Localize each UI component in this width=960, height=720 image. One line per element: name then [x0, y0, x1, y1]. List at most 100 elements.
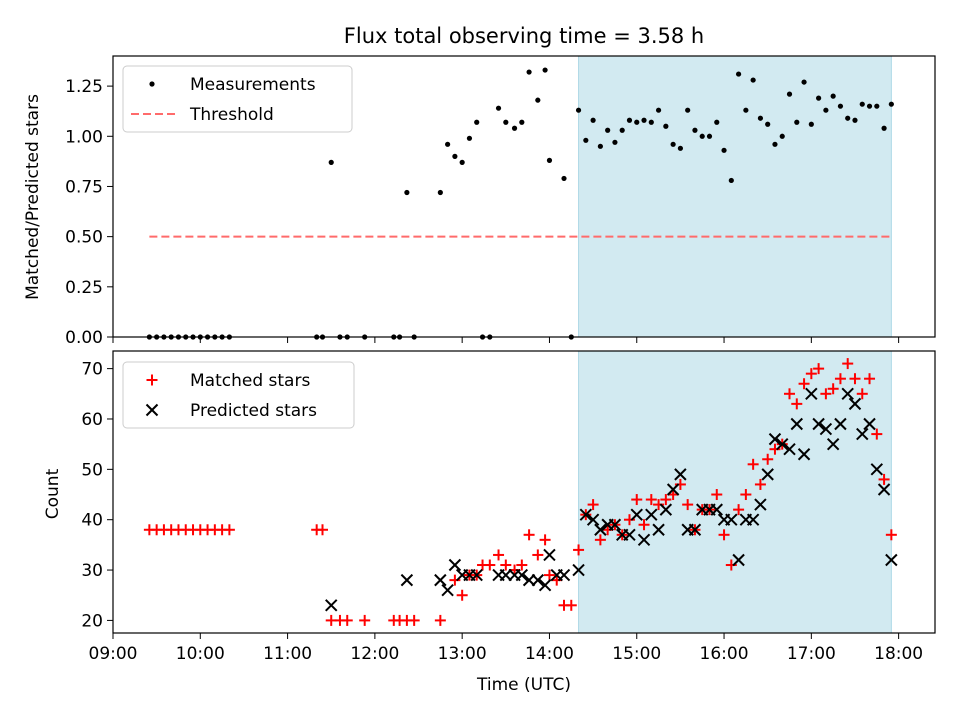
predicted-point-26: [630, 508, 643, 521]
predicted-point-18: [572, 563, 585, 577]
observing-span-shade-bottom: [578, 350, 892, 634]
predicted-point-47-b: [783, 442, 796, 456]
measurement-point-49: [641, 117, 647, 123]
predicted-point-2: [434, 573, 447, 587]
matched-point-42: [587, 499, 599, 511]
predicted-point-49: [797, 448, 811, 461]
matched-point-28: [484, 559, 496, 571]
matched-point-32: [516, 559, 528, 571]
matched-point-63: [740, 489, 752, 501]
matched-point-50: [645, 494, 657, 506]
matched-point-74: [820, 388, 832, 400]
measurement-point-72: [808, 121, 814, 127]
predicted-point-54-b: [834, 417, 847, 431]
y-tick-label-0: 0.00: [65, 328, 103, 348]
predicted-point-58-b: [863, 417, 876, 431]
predicted-point-56: [848, 397, 862, 411]
predicted-point-1: [400, 573, 414, 587]
measurement-point-48: [634, 119, 640, 125]
predicted-point-52-b: [819, 422, 833, 436]
matched-point-80: [864, 373, 876, 385]
predicted-point-25: [623, 528, 636, 542]
predicted-point-18-b: [572, 563, 585, 577]
bottom-legend: Matched stars Predicted stars: [122, 361, 355, 429]
matched-point-21: [408, 614, 420, 626]
bottom-y-axis-label: Count: [43, 468, 63, 519]
bottom-panel: 20 30 40 50 60 70 09:00 10:00 11:00 12:00 13:00 14…: [43, 350, 936, 695]
predicted-point-14-b: [538, 578, 552, 592]
predicted-point-3-b: [441, 583, 454, 597]
legend-x-glyph-b: [145, 403, 159, 417]
matched-point-71: [798, 378, 810, 390]
predicted-point-7: [470, 568, 483, 582]
matched-point-62: [733, 504, 745, 516]
predicted-point-34-b: [688, 523, 702, 536]
predicted-point-51-b: [812, 417, 825, 431]
legend-predicted-marker: [145, 403, 159, 417]
x-tick-label-7: 16:00: [700, 644, 749, 664]
predicted-point-17: [557, 568, 571, 582]
x-tick-label-0: 09:00: [89, 644, 138, 664]
predicted-point-25-b: [623, 528, 636, 542]
predicted-point-48-b: [790, 417, 803, 431]
predicted-point-44: [761, 468, 774, 481]
top-panel: Flux total observing time = 3.58 h 0.00 0…: [23, 24, 936, 348]
measurement-point-80: [866, 103, 873, 109]
measurement-point-46: [619, 127, 625, 133]
matched-point-29: [493, 549, 505, 561]
predicted-point-30: [659, 503, 673, 516]
predicted-point-40: [732, 553, 745, 567]
measurement-point-33: [519, 119, 525, 125]
matched-point-60: [718, 529, 730, 541]
measurement-point-77: [845, 115, 851, 121]
predicted-point-61-b: [885, 553, 898, 567]
predicted-point-42: [746, 513, 760, 526]
predicted-point-29: [652, 523, 665, 536]
predicted-point-45-b: [768, 432, 782, 446]
predicted-point-4-b: [448, 558, 462, 572]
predicted-point-60: [877, 483, 891, 496]
matched-point-16: [341, 614, 353, 626]
y-tick-label-2: 0.50: [65, 228, 103, 248]
y-tick-label-1: 0.25: [65, 278, 103, 298]
measurement-point-76: [837, 103, 844, 109]
measurement-point-50: [648, 119, 654, 125]
legend-plus-glyph: [146, 374, 158, 386]
measurement-point-14: [328, 159, 334, 165]
measurement-point-25: [459, 159, 465, 165]
matched-point-35: [539, 534, 551, 546]
x-tick-label-6: 15:00: [612, 644, 661, 664]
matched-point-72: [805, 368, 817, 380]
matched-point-34: [532, 549, 544, 561]
matched-point-73: [813, 363, 825, 375]
measurement-point-24: [452, 153, 458, 159]
predicted-stars-series: [325, 387, 898, 612]
predicted-point-57-b: [856, 427, 869, 441]
measurement-point-32: [511, 125, 518, 131]
measurement-point-71: [801, 79, 807, 85]
matched-point-47: [623, 514, 635, 526]
predicted-point-53-b: [826, 437, 840, 451]
matched-point-52: [660, 494, 672, 506]
predicted-point-0: [325, 599, 338, 612]
measurement-point-59: [714, 119, 720, 125]
matched-point-76: [834, 373, 846, 385]
matched-point-77: [842, 358, 854, 370]
measurement-point-63: [743, 107, 749, 113]
measurement-point-66: [765, 121, 771, 127]
predicted-point-44-b: [761, 468, 774, 481]
top-y-axis: 0.00 0.25 0.50 0.75 1.00 1.25: [65, 77, 113, 348]
predicted-point-28-b: [645, 508, 658, 521]
matched-point-54: [674, 478, 686, 490]
x-tick-label-3: 12:00: [350, 644, 399, 664]
chart-title: Flux total observing time = 3.58 h: [344, 24, 704, 48]
predicted-point-45: [768, 432, 782, 446]
measurement-point-41: [583, 137, 589, 143]
measurement-point-56: [692, 127, 698, 133]
y-tick-label-3: 0.75: [65, 177, 103, 197]
y-tick-label-5: 70: [81, 360, 103, 380]
y-tick-label-5: 1.25: [65, 77, 103, 97]
measurement-point-65: [757, 115, 764, 121]
legend-measurements-label: Measurements: [190, 75, 316, 95]
legend-threshold-label: Threshold: [189, 105, 274, 125]
